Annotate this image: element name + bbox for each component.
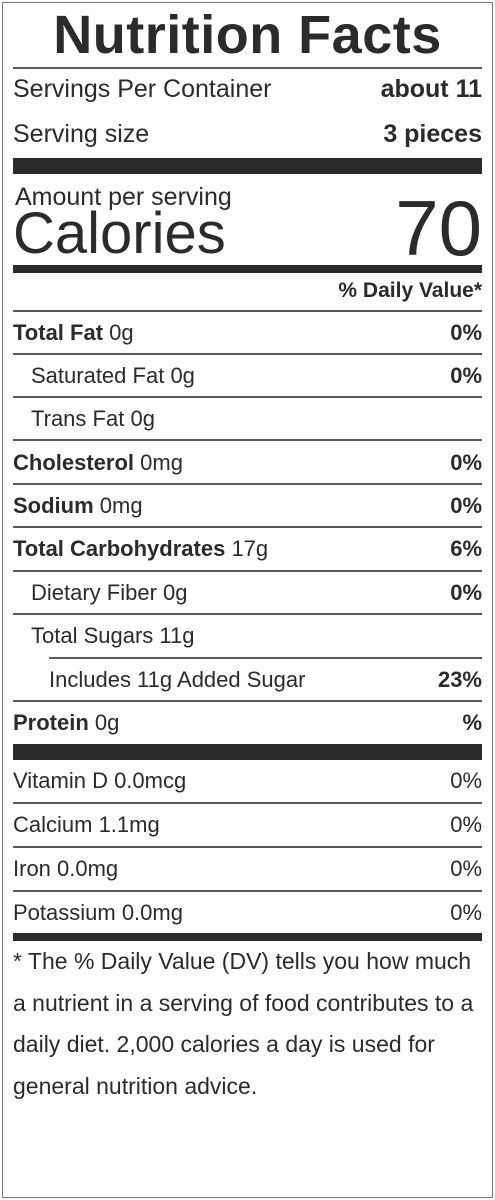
nutrient-amount: 11g	[159, 623, 195, 648]
nutrient-amount: 0g	[130, 406, 155, 431]
divider	[13, 526, 482, 528]
servings-per-container-value: about 11	[380, 75, 482, 103]
nutrient-amount: 0g	[109, 320, 134, 345]
divider	[13, 570, 482, 572]
divider	[13, 396, 482, 398]
amount-per-serving: Amount per serving	[15, 183, 232, 211]
nutrient-amount: 0g	[170, 363, 195, 388]
nutrient-row-added-sugar: Includes 11g Added Sugar 23%	[13, 660, 482, 700]
nutrient-name: Cholesterol	[13, 450, 135, 475]
divider	[13, 310, 482, 312]
nutrient-row-trans-fat: Trans Fat 0g	[13, 399, 482, 439]
vitamin-dv: 0%	[450, 768, 482, 793]
daily-value-footnote: * The % Daily Value (DV) tells you how m…	[13, 948, 474, 1099]
nutrient-name: Dietary Fiber	[31, 580, 157, 605]
daily-value-header: % Daily Value*	[338, 279, 482, 302]
heavy-divider	[13, 744, 482, 760]
nutrient-row-total-sugars: Total Sugars 11g	[13, 616, 482, 656]
divider	[13, 802, 482, 804]
nutrient-name: Includes 11g Added Sugar	[49, 667, 306, 692]
vitamin-dv: 0%	[450, 812, 482, 837]
nutrient-name: Trans Fat	[31, 406, 125, 431]
nutrient-dv: 0%	[450, 580, 482, 605]
nutrient-dv: %	[462, 710, 482, 735]
servings-per-container-row: Servings Per Container about 11	[13, 69, 482, 109]
nutrient-row-total-fat: Total Fat 0g 0%	[13, 313, 482, 353]
vitamin-row-vitamin-d: Vitamin D 0.0mcg 0%	[13, 761, 482, 801]
divider	[13, 890, 482, 892]
serving-size-label: Serving size	[13, 120, 150, 148]
divider	[13, 67, 482, 69]
calories-value: 70	[395, 184, 482, 272]
vitamin-row-calcium: Calcium 1.1mg 0%	[13, 805, 482, 845]
medium-divider	[13, 933, 482, 941]
serving-size-row: Serving size 3 pieces	[13, 114, 482, 154]
heavy-divider	[13, 158, 482, 174]
nutrient-amount: 0mg	[140, 450, 183, 475]
nutrient-dv: 0%	[450, 450, 482, 475]
divider	[13, 483, 482, 485]
nutrient-row-saturated-fat: Saturated Fat 0g 0%	[13, 356, 482, 396]
nutrient-name: Protein	[13, 710, 89, 735]
nutrient-dv: 0%	[450, 320, 482, 345]
vitamin-row-iron: Iron 0.0mg 0%	[13, 849, 482, 889]
nutrient-row-dietary-fiber: Dietary Fiber 0g 0%	[13, 573, 482, 613]
servings-per-container-label: Servings Per Container	[13, 75, 272, 103]
vitamin-text: Calcium 1.1mg	[13, 812, 160, 837]
divider	[13, 846, 482, 848]
calories-label: Calories	[13, 201, 226, 266]
divider	[13, 613, 482, 615]
label-title: Nutrition Facts	[53, 5, 442, 65]
nutrient-name: Total Sugars	[31, 623, 154, 648]
vitamin-text: Vitamin D 0.0mcg	[13, 768, 187, 793]
vitamin-dv: 0%	[450, 900, 482, 925]
divider	[13, 439, 482, 441]
vitamin-row-potassium: Potassium 0.0mg 0%	[13, 893, 482, 933]
nutrient-name: Saturated Fat	[31, 363, 165, 388]
nutrient-amount: 0g	[94, 710, 120, 735]
divider	[13, 353, 482, 355]
divider	[13, 700, 482, 702]
serving-size-value: 3 pieces	[383, 120, 482, 148]
nutrient-name: Total Fat	[13, 320, 104, 345]
nutrient-amount: 0g	[163, 580, 188, 605]
nutrient-amount: 17g	[231, 536, 269, 561]
nutrient-amount: 0mg	[99, 493, 143, 518]
nutrient-dv: 0%	[450, 363, 482, 388]
divider	[49, 657, 482, 659]
vitamin-dv: 0%	[450, 856, 482, 881]
vitamin-text: Potassium 0.0mg	[13, 900, 183, 925]
nutrient-row-cholesterol: Cholesterol 0mg 0%	[13, 443, 482, 483]
nutrient-row-sodium: Sodium 0mg 0%	[13, 486, 482, 526]
nutrient-name: Total Carbohydrates	[13, 536, 226, 561]
nutrient-dv: 6%	[450, 536, 482, 561]
nutrient-row-protein: Protein 0g %	[13, 703, 482, 743]
nutrient-dv: 23%	[437, 667, 482, 692]
nutrient-row-total-carbohydrates: Total Carbohydrates 17g 6%	[13, 529, 482, 569]
vitamin-text: Iron 0.0mg	[13, 856, 119, 881]
nutrient-name: Sodium	[13, 493, 94, 518]
nutrient-dv: 0%	[450, 493, 482, 518]
medium-divider	[13, 265, 482, 273]
